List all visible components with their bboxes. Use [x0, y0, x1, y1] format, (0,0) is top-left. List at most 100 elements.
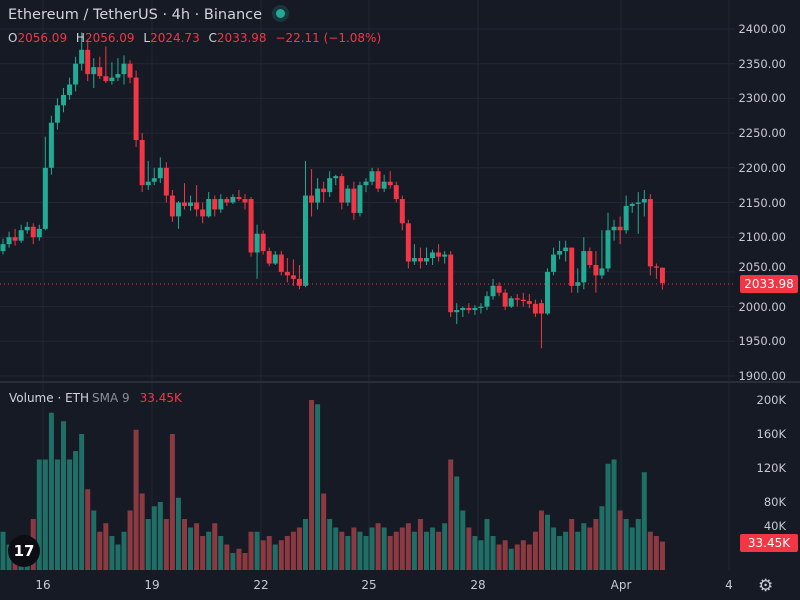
- candle: [97, 56, 103, 79]
- price-tick-label: 2050.00: [738, 260, 786, 274]
- candle: [375, 167, 381, 193]
- candle-body: [436, 252, 442, 257]
- volume-bar: [67, 459, 73, 570]
- candle: [442, 251, 448, 264]
- candle: [266, 247, 272, 267]
- candle-body: [369, 171, 375, 182]
- volume-bar: [502, 540, 508, 570]
- candle-body: [399, 199, 405, 224]
- volume-bar: [230, 553, 236, 570]
- volume-bar: [61, 421, 66, 570]
- candle-body: [139, 140, 145, 186]
- candle: [6, 231, 12, 248]
- volume-bar: [430, 527, 436, 570]
- volume-bar: [54, 459, 60, 570]
- candle: [490, 278, 496, 300]
- candle-body: [188, 202, 194, 206]
- settings-gear-icon[interactable]: ⚙: [758, 576, 774, 596]
- volume-bar: [623, 519, 629, 570]
- candle: [188, 195, 194, 211]
- volume-bar: [248, 531, 254, 570]
- candle-body: [375, 171, 381, 189]
- candle-body: [357, 185, 363, 213]
- volume-bar: [272, 544, 278, 570]
- candle-body: [460, 307, 466, 311]
- price-tick-label: 2100.00: [738, 230, 786, 245]
- candle-body: [175, 202, 181, 217]
- volume-bar: [405, 523, 411, 570]
- time-tick-label: 4: [725, 578, 733, 592]
- candle: [157, 157, 163, 184]
- candle-body: [272, 254, 278, 264]
- volume-bar: [97, 531, 103, 570]
- volume-bar: [194, 523, 200, 570]
- candle-body: [653, 266, 659, 268]
- candle-body: [508, 298, 514, 307]
- volume-bar: [296, 527, 302, 570]
- candle-body: [641, 199, 647, 203]
- volume-bar: [290, 531, 296, 570]
- candle-body: [18, 230, 24, 241]
- volume-bar: [103, 523, 109, 570]
- candle: [48, 115, 54, 175]
- volume-bar: [339, 531, 345, 570]
- volume-bar: [641, 472, 647, 570]
- volume-bar: [605, 463, 611, 570]
- change-value: −22.11 (−1.08%): [275, 31, 382, 45]
- candle: [133, 70, 139, 147]
- candle-body: [30, 226, 36, 238]
- candle: [659, 267, 665, 290]
- candle: [557, 240, 563, 260]
- volume-bar: [399, 527, 405, 570]
- candle: [0, 238, 6, 255]
- volume-bar: [478, 540, 484, 570]
- candle: [272, 251, 278, 265]
- symbol-title[interactable]: Ethereum / TetherUS · 4h · Binance: [8, 7, 286, 23]
- volume-bar: [460, 510, 466, 570]
- volume-sma: SMA 9: [92, 391, 130, 405]
- volume-bar: [387, 536, 393, 570]
- candle-body: [387, 181, 393, 186]
- candle: [569, 247, 575, 293]
- volume-bar: [454, 476, 460, 570]
- candle-body: [520, 299, 526, 302]
- volume-bar: [224, 544, 230, 570]
- volume-tick-label: 120K: [756, 461, 787, 475]
- candle-body: [109, 77, 115, 82]
- candle-body: [145, 181, 151, 186]
- candle: [551, 247, 557, 276]
- price-tick-label: 2300.00: [738, 91, 786, 106]
- volume-bar: [587, 527, 593, 570]
- candle-body: [54, 105, 60, 123]
- candle: [24, 221, 30, 234]
- volume-bar: [79, 434, 85, 570]
- volume-bar: [424, 531, 429, 570]
- candle: [641, 190, 647, 217]
- candle: [514, 294, 520, 307]
- candle-body: [278, 254, 284, 272]
- candle-body: [290, 275, 296, 279]
- market-open-status-icon: [276, 9, 286, 18]
- candle-body: [315, 188, 321, 203]
- volume-bar: [563, 531, 569, 570]
- candle: [163, 162, 169, 203]
- time-tick-label: 16: [35, 578, 51, 592]
- volume-bar: [611, 459, 617, 570]
- tradingview-logo[interactable]: 17: [8, 535, 40, 567]
- candle-body: [393, 185, 399, 200]
- candle-body: [605, 230, 611, 269]
- candle-body: [36, 228, 42, 238]
- candle: [393, 181, 399, 203]
- time-tick-label: 22: [253, 578, 269, 592]
- candle: [460, 306, 466, 318]
- candle: [254, 224, 260, 279]
- volume-bar: [617, 510, 623, 570]
- candle-body: [321, 188, 327, 193]
- volume-legend[interactable]: Volume · ETH SMA 9 33.45K: [9, 391, 182, 405]
- volume-bar: [508, 548, 514, 570]
- candle: [387, 171, 393, 189]
- candle: [109, 62, 115, 85]
- time-tick-label: 25: [361, 578, 377, 592]
- candle-body: [490, 285, 496, 297]
